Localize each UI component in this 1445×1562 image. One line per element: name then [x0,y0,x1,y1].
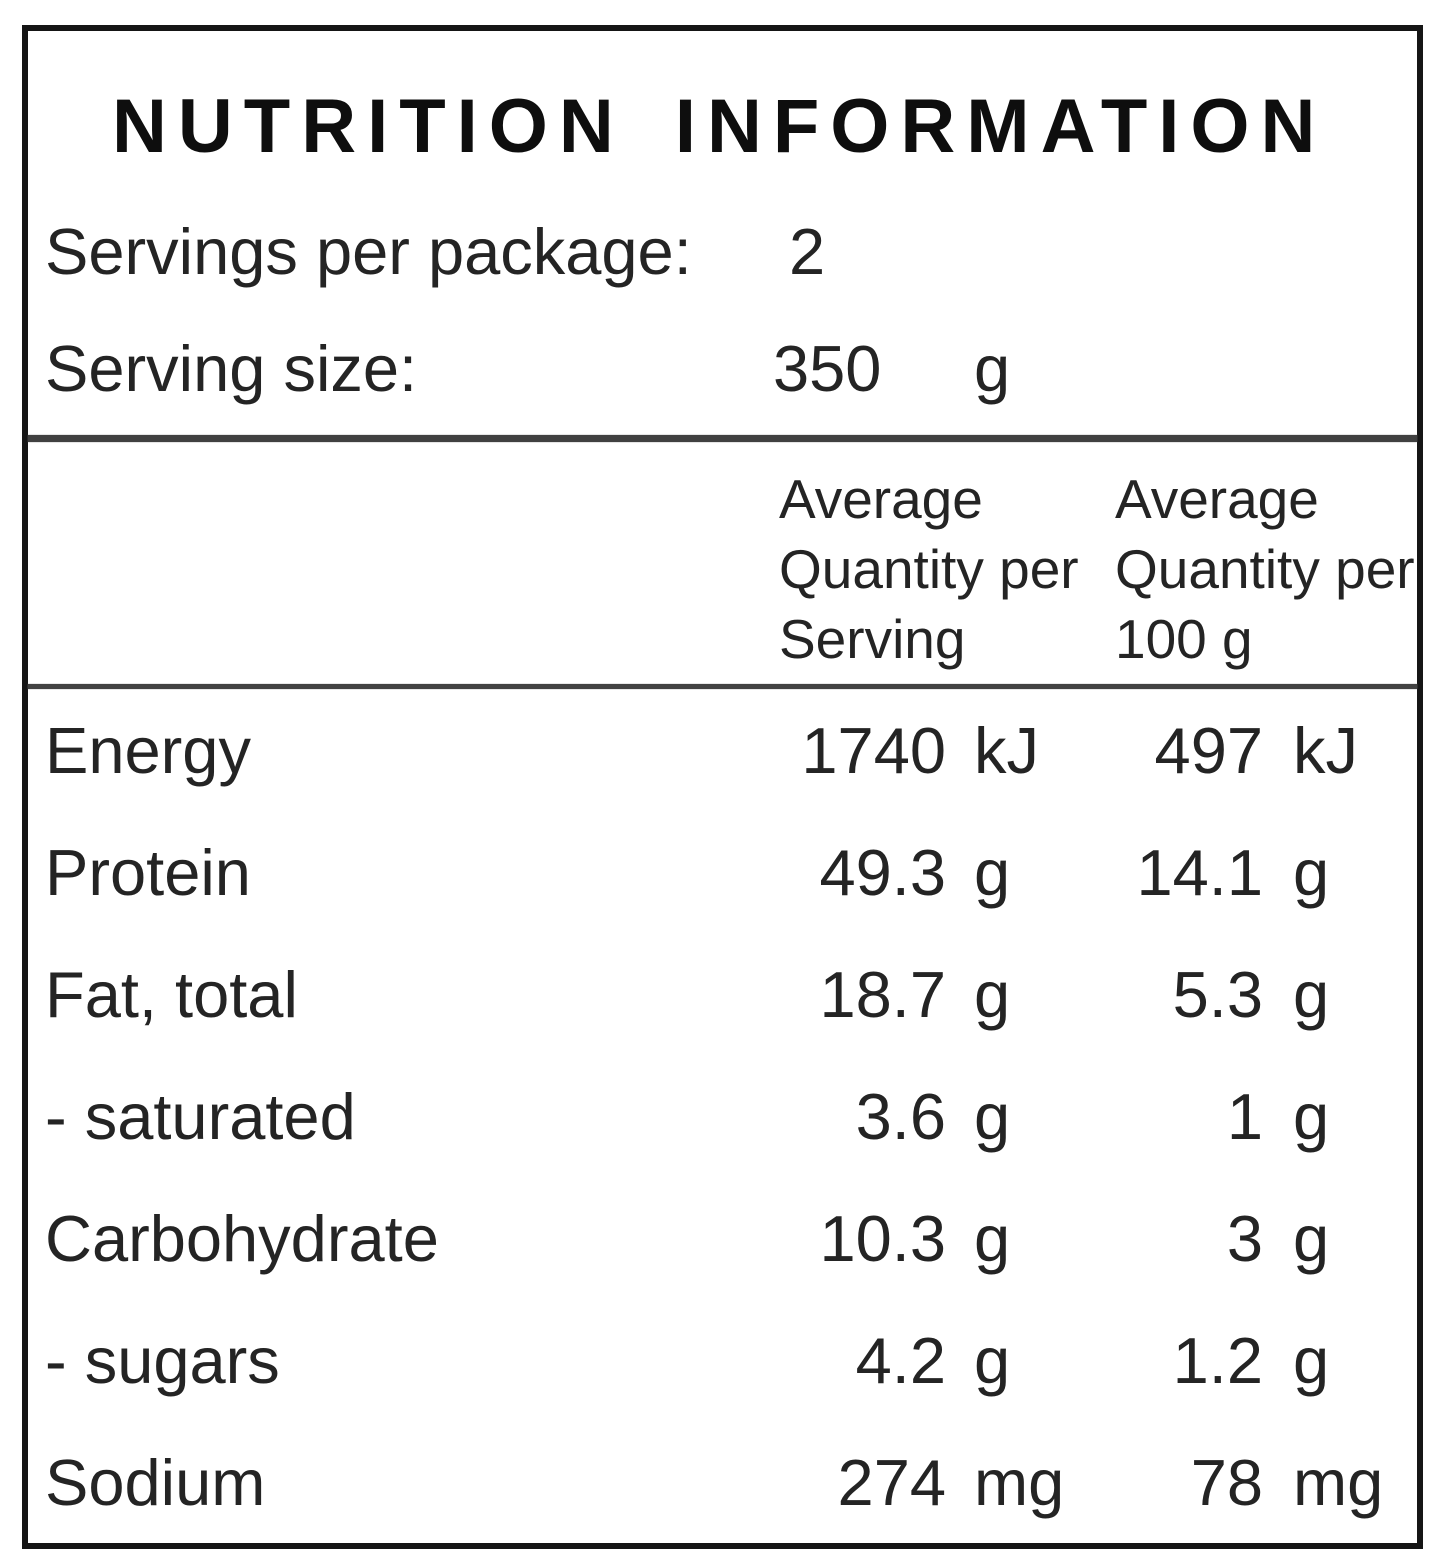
per-100g-quantity: 497 [1154,713,1263,787]
nutrient-row-sugars: - sugars 4.2 g 1.2 g [28,1299,1417,1421]
per-100g-unit: g [1293,1079,1330,1153]
serving-quantity: 3.6 [855,1079,946,1153]
per-serving-header-line1: Average [779,468,983,530]
serving-unit: kJ [974,713,1039,787]
per-serving-header-line2: Quantity per [779,538,1079,600]
serving-quantity: 49.3 [819,835,946,909]
nutrient-row-energy: Energy 1740 kJ 497 kJ [28,689,1417,811]
per-100g-header-line2: Quantity per [1115,538,1415,600]
per-100g-column-header: Average Quantity per 100 g [1113,464,1417,684]
per-100g-quantity: 78 [1190,1445,1263,1519]
per-100g-quantity: 14.1 [1136,835,1263,909]
per-100g-unit: g [1293,1201,1330,1275]
per-100g-quantity: 3 [1226,1201,1263,1275]
serving-quantity: 1740 [801,713,946,787]
serving-unit: g [974,835,1011,909]
serving-unit: g [974,957,1011,1031]
per-100g-quantity: 5.3 [1172,957,1263,1031]
servings-per-package-row: Servings per package: 2 [28,194,1417,309]
serving-size-row: Serving size: 350 g [28,309,1417,427]
per-100g-quantity: 1 [1226,1079,1263,1153]
per-100g-header-line1: Average [1115,468,1319,530]
servings-per-package-label: Servings per package: [45,215,692,288]
serving-quantity: 274 [837,1445,946,1519]
nutrient-name: Protein [45,835,251,909]
per-100g-unit: g [1293,835,1330,909]
serving-unit: g [974,1323,1011,1397]
nutrient-row-protein: Protein 49.3 g 14.1 g [28,811,1417,933]
per-100g-unit: mg [1293,1445,1384,1519]
nutrient-row-carbohydrate: Carbohydrate 10.3 g 3 g [28,1177,1417,1299]
per-100g-unit: kJ [1293,713,1358,787]
per-100g-unit: g [1293,1323,1330,1397]
per-100g-header-line3: 100 g [1115,608,1253,670]
nutrition-panel: NUTRITION INFORMATION Servings per packa… [22,25,1423,1549]
serving-unit: mg [974,1445,1065,1519]
nutrient-name: - sugars [45,1323,280,1397]
serving-unit: g [974,1079,1011,1153]
servings-per-package-value: 2 [789,215,826,288]
per-100g-unit: g [1293,957,1330,1031]
serving-quantity: 18.7 [819,957,946,1031]
serving-quantity: 4.2 [855,1323,946,1397]
nutrient-name: - saturated [45,1079,356,1153]
serving-size-label: Serving size: [45,331,418,405]
serving-size-unit: g [974,331,1011,405]
serving-size-value: 350 [773,331,882,405]
serving-unit: g [974,1201,1011,1275]
nutrient-name: Energy [45,713,251,787]
per-serving-column-header: Average Quantity per Serving [741,464,1113,684]
nutrient-name: Carbohydrate [45,1201,439,1275]
nutrient-name: Fat, total [45,957,298,1031]
per-serving-header-line3: Serving [779,608,966,670]
nutrient-row-fat-total: Fat, total 18.7 g 5.3 g [28,933,1417,1055]
section-divider-top [28,435,1417,442]
nutrient-row-sodium: Sodium 274 mg 78 mg [28,1421,1417,1543]
nutrient-table: Energy 1740 kJ 497 kJ Protein 49.3 g 14.… [28,689,1417,1543]
per-100g-quantity: 1.2 [1172,1323,1263,1397]
serving-quantity: 10.3 [819,1201,946,1275]
nutrient-row-saturated: - saturated 3.6 g 1 g [28,1055,1417,1177]
panel-title: NUTRITION INFORMATION [112,84,1327,169]
section-divider-header [28,684,1417,689]
column-headers-row: Average Quantity per Serving Average Qua… [28,442,1417,684]
nutrient-name: Sodium [45,1445,266,1519]
